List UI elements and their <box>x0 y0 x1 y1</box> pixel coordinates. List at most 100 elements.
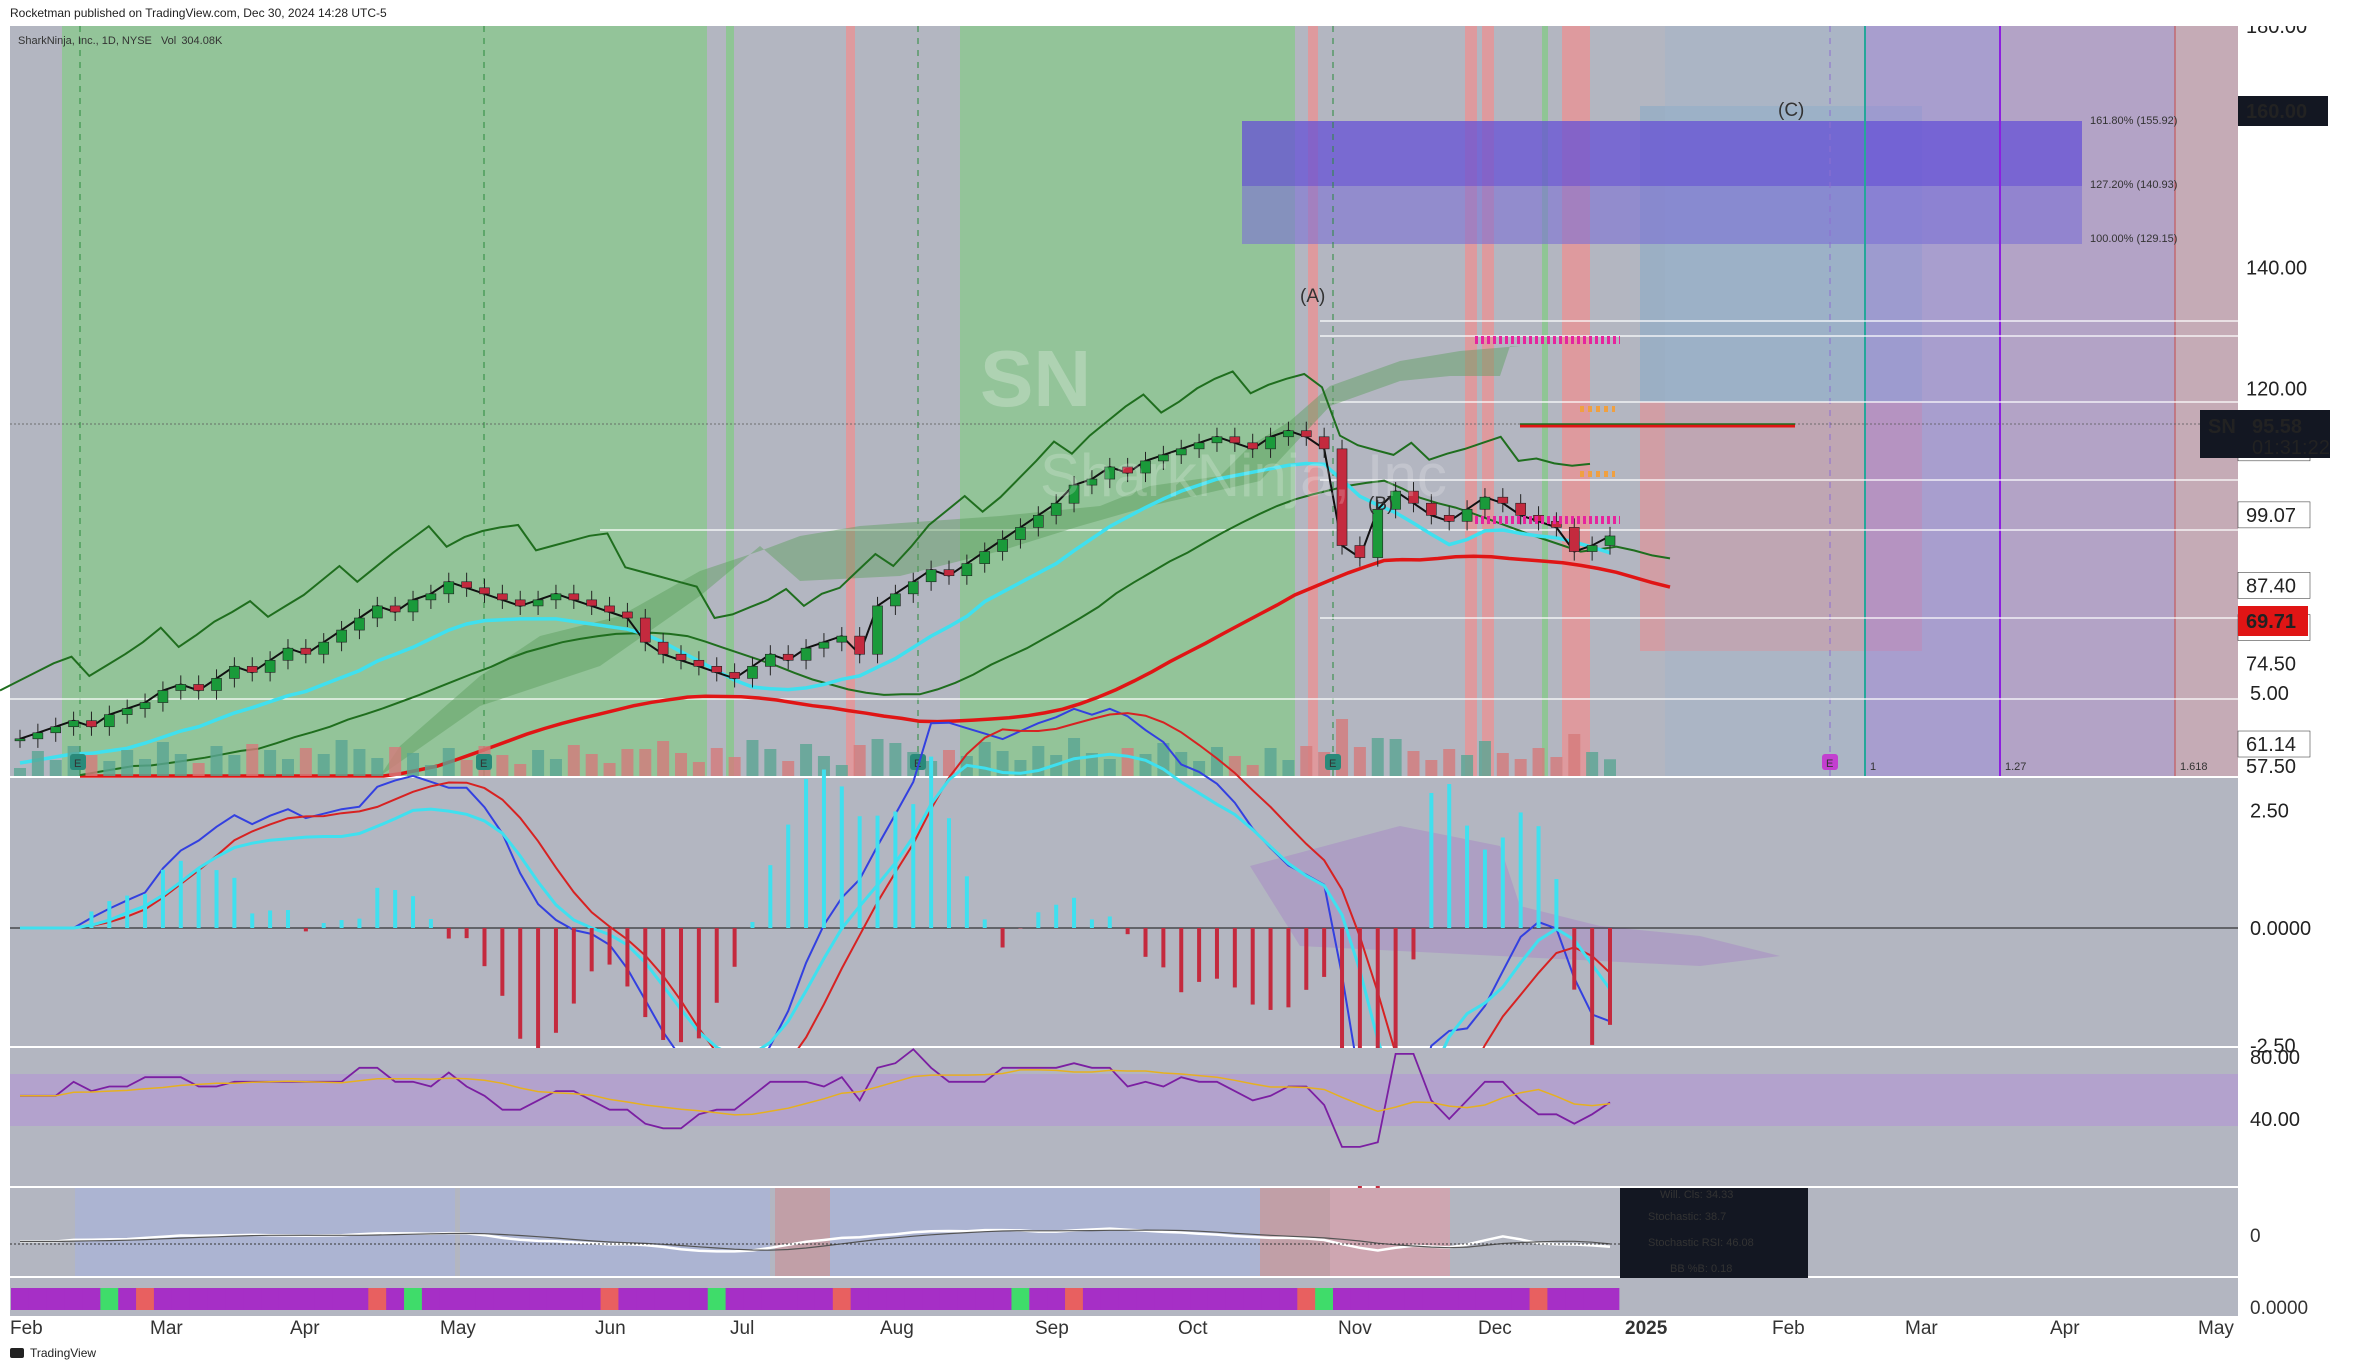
earnings-marker[interactable] <box>70 754 86 770</box>
strip-bar <box>743 1288 762 1310</box>
volume-bar <box>1085 753 1098 776</box>
price-tick: 61.14 <box>2237 730 2311 758</box>
volume-bar <box>585 754 598 776</box>
strip-bar <box>1118 1288 1138 1310</box>
volume-bar <box>1139 754 1152 776</box>
strip-bar <box>475 1288 494 1310</box>
strip-bar <box>779 1288 798 1310</box>
macd-hist-bar <box>643 928 648 1018</box>
stoch-zone <box>460 1188 770 1276</box>
volume-bar <box>299 748 312 776</box>
earnings-marker[interactable] <box>476 754 492 770</box>
candle <box>675 653 687 661</box>
volume-bar <box>728 757 741 776</box>
candle <box>1497 496 1509 504</box>
volume-bar <box>1496 753 1509 776</box>
macd-tick-label: -2.50 <box>2250 1036 2296 1058</box>
macd-hist-bar <box>268 910 273 928</box>
candle <box>461 581 472 589</box>
volume-bar <box>710 748 723 776</box>
candle <box>836 635 848 643</box>
time-tick-label: Oct <box>1178 1318 1208 1338</box>
strip-bar <box>457 1288 476 1310</box>
time-axis[interactable] <box>0 1316 2353 1338</box>
volume-bar <box>1514 759 1527 776</box>
volume-bar <box>639 749 652 776</box>
volume-bar <box>889 743 902 776</box>
macd-hist-bar <box>1500 837 1505 928</box>
candle <box>1283 430 1294 438</box>
strip-bar <box>421 1288 441 1310</box>
candle <box>443 581 455 595</box>
macd-hist-bar <box>464 928 469 939</box>
macd-hist-bar <box>696 928 701 1039</box>
time-tick-label: Aug <box>880 1318 914 1338</box>
current-price: 95.58 <box>2252 416 2302 438</box>
strip-bar <box>1475 1288 1495 1310</box>
candle <box>1175 448 1187 456</box>
macd-hist-bar <box>321 923 326 928</box>
volume-bar <box>371 758 384 776</box>
volume-bar <box>1443 749 1456 776</box>
volume-bar <box>317 754 330 776</box>
candle <box>800 647 812 661</box>
price-tick-label: 120.00 <box>2246 378 2307 400</box>
macd-hist-bar <box>375 887 380 928</box>
strip-bar <box>314 1288 334 1310</box>
candle <box>1033 515 1044 528</box>
legend-text: SharkNinja, Inc., 1D, NYSE Vol 304.08K <box>18 35 223 47</box>
earnings-marker[interactable] <box>1325 754 1341 770</box>
volume-bar <box>567 745 580 776</box>
earnings-markers: E E E E E <box>70 754 1838 770</box>
macd-hist-bar <box>750 922 755 928</box>
candle <box>1461 508 1473 522</box>
strip-bar <box>546 1288 566 1310</box>
signal-line <box>20 712 1611 1115</box>
macd-hist-bar <box>1107 916 1112 928</box>
macd-hist-bar <box>125 895 130 928</box>
candle <box>318 641 330 655</box>
candle <box>1479 496 1491 510</box>
volume-bar <box>1389 739 1402 776</box>
macd-hist-bar <box>1286 928 1291 1008</box>
price-axis[interactable] <box>2238 26 2353 1316</box>
candle <box>1300 430 1312 438</box>
macd-hist-bar <box>839 786 844 928</box>
macd-hist-bar <box>911 804 916 928</box>
candle <box>1015 527 1026 540</box>
candle <box>300 647 312 655</box>
stoch-zone <box>775 1188 830 1276</box>
strip-bar <box>153 1288 173 1310</box>
volume-bar <box>621 749 634 776</box>
strip-bar <box>1207 1288 1227 1310</box>
macd-hist-bar <box>1214 928 1219 979</box>
earnings-marker[interactable] <box>910 754 926 770</box>
chart-area[interactable]: SN SharkNinja, Inc SharkNinja, Inc., 1D,… <box>0 26 2353 1338</box>
strip-bar <box>1333 1288 1352 1310</box>
upper-band-line <box>0 370 1591 692</box>
volume-bar <box>192 763 205 776</box>
macd-tick-label: 5.00 <box>2250 683 2289 705</box>
candle <box>568 593 580 601</box>
macd-hist-bar <box>821 769 826 928</box>
macd-hist-bar <box>1340 928 1345 1100</box>
macd-hist-bar <box>714 928 719 1003</box>
macd-hist-bar <box>232 877 237 928</box>
macd-tick-label: 2.50 <box>2250 801 2289 823</box>
stop-price: 69.71 <box>2246 611 2296 633</box>
candle <box>925 569 937 583</box>
candle <box>389 605 401 613</box>
candle <box>229 666 240 679</box>
macd-hist-bar <box>160 869 165 928</box>
tradingview-logo-icon <box>10 1348 24 1358</box>
stoch-signal-line <box>20 1229 1611 1251</box>
macd-hist-bar <box>982 919 987 928</box>
macd-hist-bar <box>857 816 862 928</box>
strip-bar <box>82 1288 101 1310</box>
price-tick-label: 140.00 <box>2246 258 2307 280</box>
strip-bar <box>886 1288 905 1310</box>
earnings-marker[interactable] <box>1822 754 1838 770</box>
strip-bar <box>1601 1288 1620 1310</box>
strip-bar <box>1243 1288 1263 1310</box>
strip-bar <box>1350 1288 1370 1310</box>
